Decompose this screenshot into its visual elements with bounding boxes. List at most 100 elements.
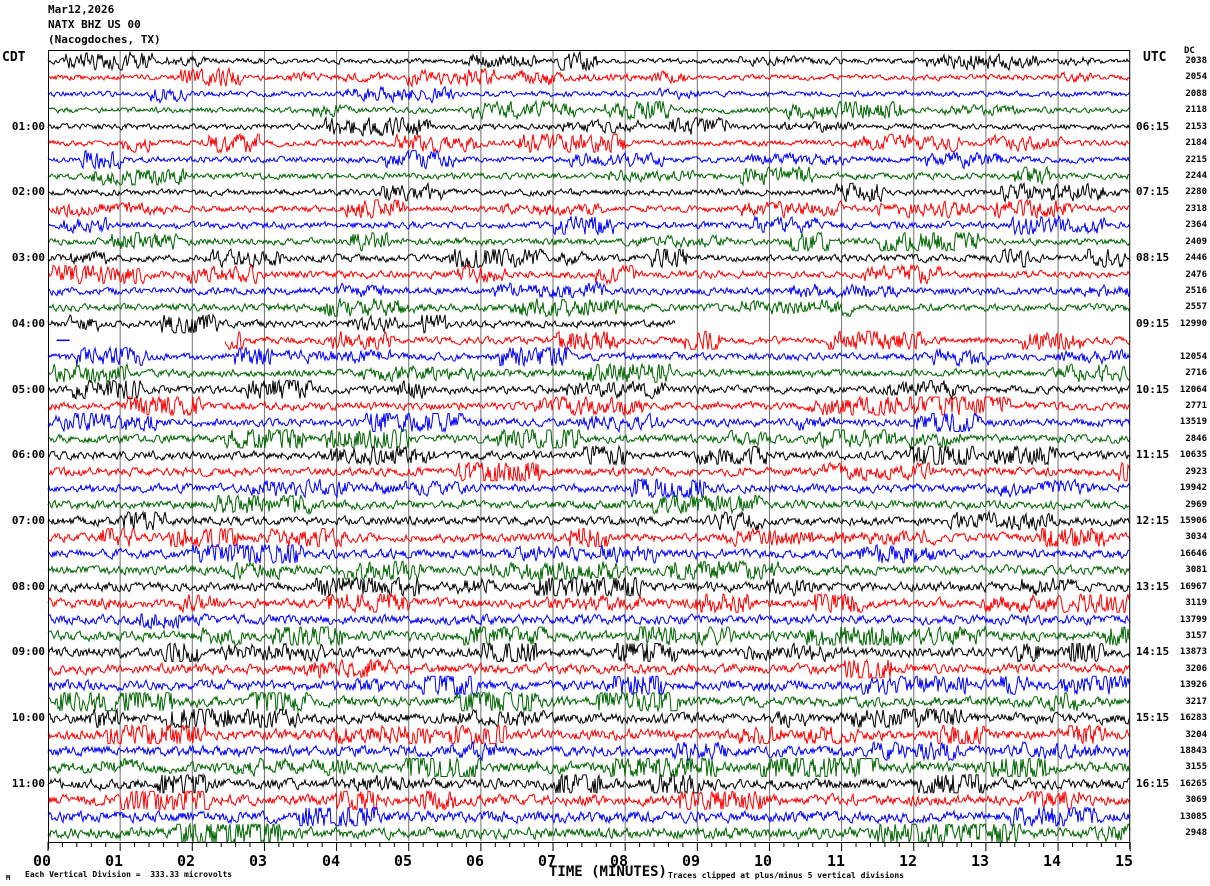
dc-offset-value: 3155: [1185, 762, 1207, 772]
minute-tick-label: 12: [898, 852, 918, 870]
seismogram-plot: [47, 50, 1131, 851]
trace-row-2: [47, 85, 1131, 104]
trace-row-45: [47, 789, 1131, 812]
minute-tick-label: 07: [537, 852, 557, 870]
dc-offset-value: 2244: [1185, 171, 1207, 181]
plot-date: Mar12,2026: [48, 3, 115, 16]
trace-row-29: [47, 526, 1131, 549]
dc-offset-column-header: DC: [1184, 46, 1195, 56]
trace-row-33: [47, 592, 1131, 615]
right-hour-label: 14:15: [1136, 645, 1170, 658]
dc-offset-value: 12990: [1179, 319, 1207, 329]
minute-tick-label: 01: [104, 852, 124, 870]
dc-offset-value: 2088: [1185, 89, 1207, 99]
dc-offset-value: 19942: [1179, 483, 1207, 493]
trace-row-32: [47, 576, 1131, 598]
dc-offset-value: 12054: [1179, 352, 1207, 362]
left-timezone-label: CDT: [2, 50, 26, 65]
trace-row-47: [47, 822, 1131, 845]
minute-tick-label: 03: [248, 852, 268, 870]
right-hour-label: 13:15: [1136, 580, 1170, 593]
trace-row-16: [47, 313, 676, 334]
trace-row-43: [47, 756, 1131, 779]
minute-tick-label: 08: [609, 852, 629, 870]
trace-row-42: [47, 740, 1131, 762]
dc-offset-value: 2716: [1185, 368, 1207, 378]
dc-offset-value: 2364: [1185, 220, 1207, 230]
right-hour-label: 16:15: [1136, 777, 1170, 790]
dc-offset-value: 3034: [1185, 532, 1207, 542]
dc-offset-value: 2446: [1185, 253, 1207, 263]
dc-offset-value: 2846: [1185, 434, 1207, 444]
dc-offset-value: 2948: [1185, 828, 1207, 838]
trace-row-38: [47, 674, 1131, 696]
left-hour-label: 11:00: [11, 777, 45, 790]
dc-offset-value: 2557: [1185, 302, 1207, 312]
trace-row-44: [47, 772, 1131, 795]
trace-row-23: [47, 428, 1131, 450]
left-hour-label: 03:00: [11, 251, 45, 264]
dc-offset-value: 2476: [1185, 270, 1207, 280]
trace-row-22: [47, 412, 1131, 434]
trace-row-27: [47, 493, 1131, 515]
dc-offset-value: 10635: [1179, 450, 1207, 460]
dc-offset-value: 3069: [1185, 795, 1207, 805]
trace-row-0: [47, 50, 1131, 72]
dc-offset-value: 2409: [1185, 237, 1207, 247]
trace-row-9: [47, 198, 1131, 220]
station-location: (Nacogdoches, TX): [48, 33, 161, 46]
dc-offset-value: 16283: [1179, 713, 1207, 723]
station-code: NATX BHZ US 00: [48, 18, 141, 31]
minute-tick-label: 13: [970, 852, 990, 870]
right-hour-label: 15:15: [1136, 711, 1170, 724]
left-hour-label: 02:00: [11, 185, 45, 198]
trace-row-26: [47, 477, 1131, 499]
minute-tick-label: 11: [826, 852, 846, 870]
dc-offset-value: 2184: [1185, 138, 1207, 148]
left-hour-label: 08:00: [11, 580, 45, 593]
scale-note: Each Vertical Division = 333.33 microvol…: [25, 870, 233, 879]
x-axis-title: TIME (MINUTES): [548, 864, 667, 880]
right-hour-label: 12:15: [1136, 514, 1170, 527]
trace-row-20: [47, 378, 1131, 401]
right-hour-label: 11:15: [1136, 448, 1170, 461]
clip-note: Traces clipped at plus/minus 5 vertical …: [668, 871, 905, 880]
dc-offset-value: 2153: [1185, 122, 1207, 132]
trace-row-3: [47, 99, 1131, 122]
trace-row-5: [47, 132, 1131, 155]
dc-offset-value: 2318: [1185, 204, 1207, 214]
trace-row-40: [47, 707, 1131, 729]
trace-row-10: [47, 214, 1131, 237]
dc-offset-value: 2054: [1185, 72, 1207, 82]
trace-row-25: [48, 461, 1131, 483]
left-hour-label: 07:00: [11, 514, 45, 527]
dc-offset-value: 3119: [1185, 598, 1207, 608]
trace-row-30: [47, 543, 1131, 565]
trace-row-34: [47, 612, 1131, 631]
right-hour-label: 07:15: [1136, 185, 1170, 198]
plot-frame-and-axis: [47, 50, 1131, 851]
trace-row-41: [47, 724, 1131, 746]
dc-offset-value: 3157: [1185, 631, 1207, 641]
dc-offset-value: 2280: [1185, 187, 1207, 197]
minute-tick-label: 00: [32, 852, 52, 870]
dc-offset-value: 13873: [1179, 647, 1207, 657]
minute-tick-label: 06: [465, 852, 485, 870]
trace-row-39: [47, 690, 1131, 713]
dc-offset-value: 2923: [1185, 467, 1207, 477]
trace-row-12: [47, 247, 1131, 269]
minute-tick-label: 04: [321, 852, 341, 870]
dc-offset-value: 16646: [1179, 549, 1207, 559]
trace-row-19: [47, 362, 1131, 384]
left-hour-label: 04:00: [11, 317, 45, 330]
right-hour-label: 09:15: [1136, 317, 1170, 330]
trace-row-13: [47, 263, 1131, 286]
left-hour-label: 01:00: [11, 120, 45, 133]
trace-row-46: [47, 805, 1131, 828]
left-hour-label: 06:00: [11, 448, 45, 461]
trace-row-17: [224, 330, 1131, 351]
minute-tick-label: 05: [393, 852, 413, 870]
left-hour-label: 10:00: [11, 711, 45, 724]
dc-offset-value: 13799: [1179, 615, 1207, 625]
